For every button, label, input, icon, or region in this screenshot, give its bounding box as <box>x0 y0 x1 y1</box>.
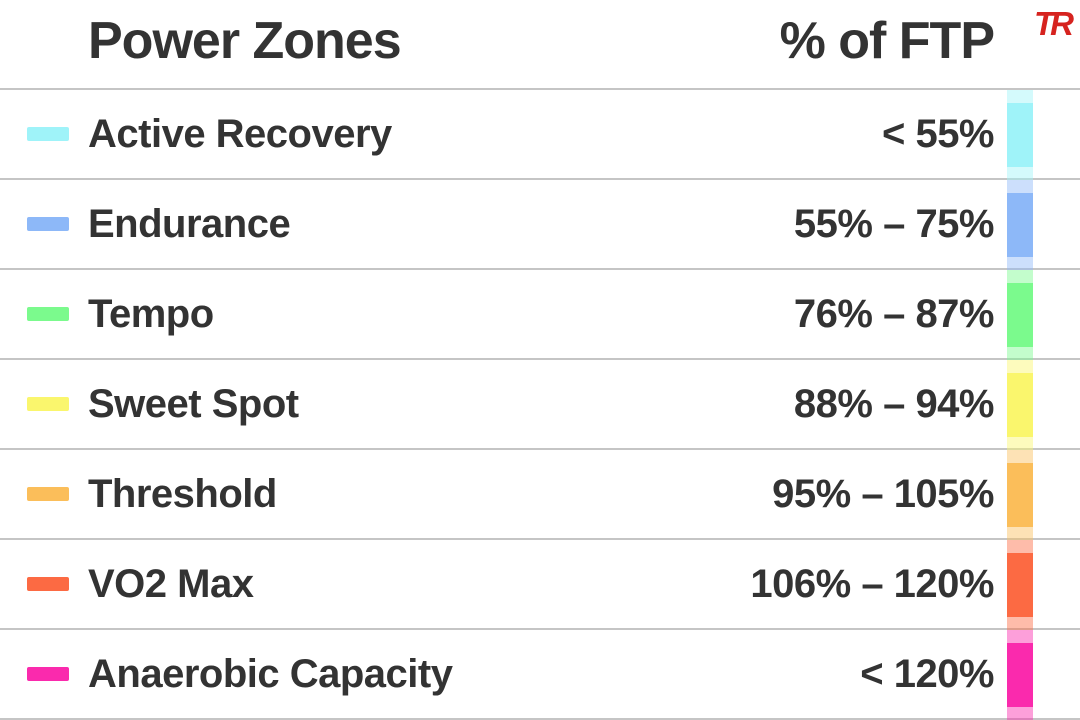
zone-row-threshold: Threshold 95% – 105% <box>0 450 1080 540</box>
zone-name: Threshold <box>88 471 277 516</box>
zone-row-endurance: Endurance 55% – 75% <box>0 180 1080 270</box>
zone-range: < 120% <box>860 651 994 696</box>
zone-row-sweet-spot: Sweet Spot 88% – 94% <box>0 360 1080 450</box>
ftp-column-header: % of FTP <box>779 12 995 70</box>
zone-row-tempo: Tempo 76% – 87% <box>0 270 1080 360</box>
zone-color-swatch <box>27 217 69 231</box>
zone-color-swatch <box>27 127 69 141</box>
zone-color-swatch <box>27 667 69 681</box>
strip-segment-tempo <box>1007 270 1033 360</box>
zone-name: Sweet Spot <box>88 381 299 426</box>
strip-segment-anaerobic-capacity <box>1007 630 1033 720</box>
zone-row-anaerobic-capacity: Anaerobic Capacity < 120% <box>0 630 1080 720</box>
zone-color-swatch <box>27 577 69 591</box>
zone-name: Active Recovery <box>88 111 392 156</box>
trainerroad-logo-icon: TR <box>1034 5 1074 42</box>
strip-segment-vo2-max <box>1007 540 1033 630</box>
zone-name: Anaerobic Capacity <box>88 651 453 696</box>
zone-row-active-recovery: Active Recovery < 55% <box>0 90 1080 180</box>
table-header: Power Zones % of FTP <box>0 0 1080 90</box>
strip-segment-endurance <box>1007 180 1033 270</box>
zone-color-swatch <box>27 397 69 411</box>
zone-range: < 55% <box>881 111 995 156</box>
zone-range: 95% – 105% <box>772 471 994 516</box>
zone-name: Tempo <box>88 291 214 336</box>
zone-color-swatch <box>27 487 69 501</box>
zone-range: 55% – 75% <box>793 201 995 246</box>
zone-name: Endurance <box>88 201 291 246</box>
page-title: Power Zones <box>88 12 402 70</box>
zone-color-swatch <box>27 307 69 321</box>
strip-segment-sweet-spot <box>1007 360 1033 450</box>
zone-name: VO2 Max <box>88 561 254 606</box>
zone-range: 106% – 120% <box>750 561 994 606</box>
strip-segment-active-recovery <box>1007 90 1033 180</box>
strip-segment-threshold <box>1007 450 1033 540</box>
zone-range: 88% – 94% <box>793 381 995 426</box>
zone-row-vo2-max: VO2 Max 106% – 120% <box>0 540 1080 630</box>
zone-color-strip <box>1007 90 1033 720</box>
zone-range: 76% – 87% <box>793 291 995 336</box>
